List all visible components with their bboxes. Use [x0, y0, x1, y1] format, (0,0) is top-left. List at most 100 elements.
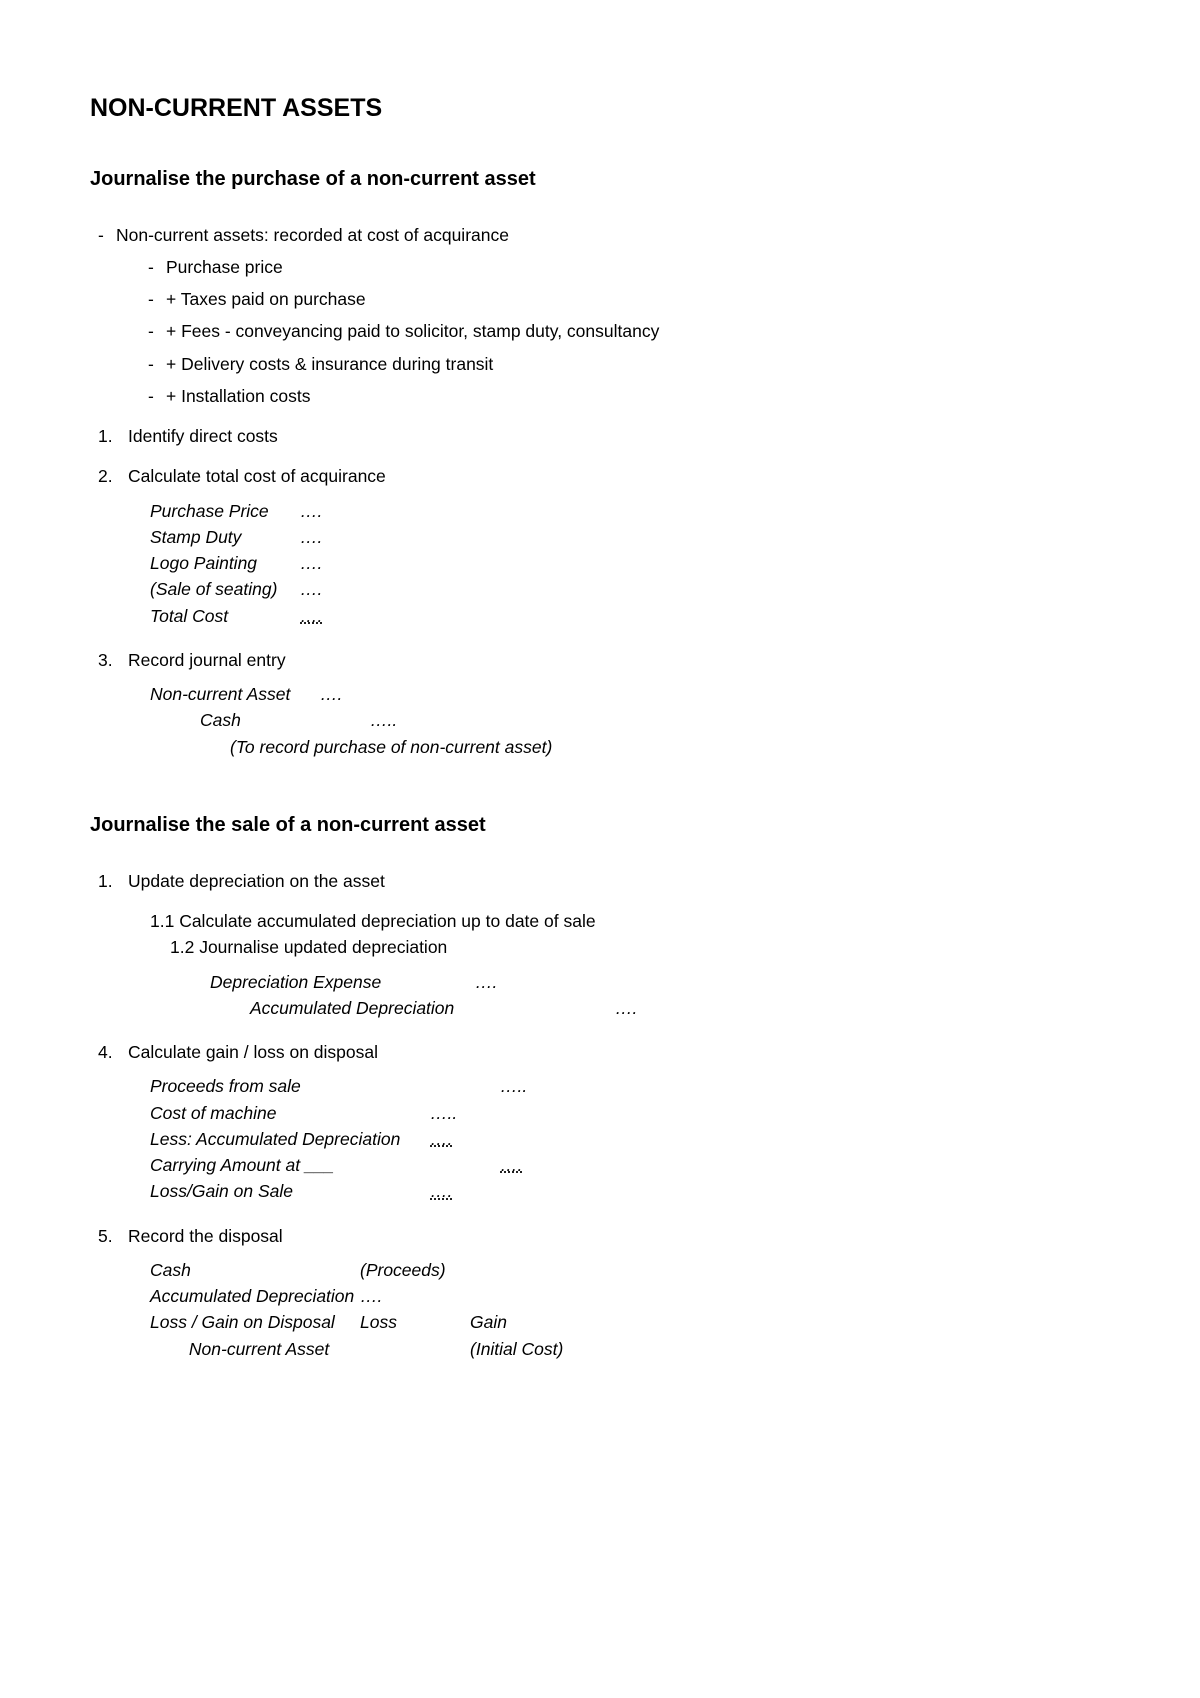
disp-col: (Proceeds)	[360, 1257, 470, 1283]
dep-amount: ….	[615, 995, 675, 1021]
list-text: Identify direct costs	[128, 423, 278, 449]
table-row: Logo Painting ….	[150, 550, 1110, 576]
cost-table: Purchase Price …. Stamp Duty …. Logo Pai…	[150, 498, 1110, 629]
list-item: 3. Record journal entry	[98, 647, 1110, 673]
cost-dots: ….	[300, 603, 350, 629]
calc-col	[500, 1100, 570, 1126]
cost-label: Purchase Price	[150, 498, 300, 524]
cost-label: Logo Painting	[150, 550, 300, 576]
cost-dots: ….	[300, 524, 350, 550]
calc-label: Less: Accumulated Depreciation	[150, 1126, 430, 1152]
section-purchase: Journalise the purchase of a non-current…	[90, 164, 1110, 760]
list-text: + Delivery costs & insurance during tran…	[166, 351, 493, 377]
list-item: - + Taxes paid on purchase	[148, 286, 1110, 312]
sub-step: 1.1 Calculate accumulated depreciation u…	[150, 908, 1110, 934]
list-text: + Fees - conveyancing paid to solicitor,…	[166, 318, 659, 344]
list-text: Calculate total cost of acquirance	[128, 463, 386, 489]
disp-account: Non-current Asset	[150, 1336, 360, 1362]
number-marker: 4.	[98, 1039, 128, 1065]
disp-col: Loss	[360, 1309, 470, 1335]
disp-col: (Initial Cost)	[470, 1336, 600, 1362]
bullet-marker: -	[148, 351, 166, 377]
calc-col: ….	[430, 1126, 500, 1152]
list-text: Record the disposal	[128, 1223, 283, 1249]
cost-label: Total Cost	[150, 603, 300, 629]
dep-amount	[515, 995, 615, 1021]
calc-col: …..	[430, 1100, 500, 1126]
table-row: Total Cost ….	[150, 603, 1110, 629]
number-marker: 1.	[98, 423, 128, 449]
table-row: Accumulated Depreciation ….	[250, 995, 1110, 1021]
number-marker: 1.	[98, 868, 128, 894]
number-marker: 5.	[98, 1223, 128, 1249]
number-marker: 2.	[98, 463, 128, 489]
cost-label: Stamp Duty	[150, 524, 300, 550]
list-text: Purchase price	[166, 254, 283, 280]
je-account: Non-current Asset	[150, 681, 320, 707]
dep-amount	[575, 969, 635, 995]
list-text: Non-current assets: recorded at cost of …	[116, 222, 509, 248]
table-row: Loss / Gain on Disposal Loss Gain	[150, 1309, 1110, 1335]
list-text: Calculate gain / loss on disposal	[128, 1039, 378, 1065]
list-item: 1. Update depreciation on the asset	[98, 868, 1110, 894]
gain-loss-calc: Proceeds from sale ….. Cost of machine ……	[150, 1073, 1110, 1204]
bullet-marker: -	[148, 286, 166, 312]
calc-label: Cost of machine	[150, 1100, 430, 1126]
number-marker: 3.	[98, 647, 128, 673]
disp-account: Accumulated Depreciation	[150, 1283, 360, 1309]
bullet-marker: -	[148, 383, 166, 409]
calc-col: ….	[430, 1178, 500, 1204]
calc-col	[430, 1073, 500, 1099]
journal-entry: Non-current Asset …. Cash ….. (To record…	[150, 681, 1110, 760]
calc-col	[500, 1178, 570, 1204]
bullet-marker: -	[98, 222, 116, 248]
list-item: 2. Calculate total cost of acquirance	[98, 463, 1110, 489]
list-item: - Non-current assets: recorded at cost o…	[98, 222, 1110, 248]
calc-col: …..	[500, 1073, 570, 1099]
list-item: - + Fees - conveyancing paid to solicito…	[148, 318, 1110, 344]
dep-account: Depreciation Expense	[210, 969, 475, 995]
calc-label: Proceeds from sale	[150, 1073, 430, 1099]
dep-amount: ….	[475, 969, 575, 995]
depreciation-entry: Depreciation Expense …. Accumulated Depr…	[210, 969, 1110, 1022]
dep-account: Accumulated Depreciation	[250, 995, 515, 1021]
je-amount: …..	[370, 707, 450, 733]
list-item: - + Delivery costs & insurance during tr…	[148, 351, 1110, 377]
list-item: 5. Record the disposal	[98, 1223, 1110, 1249]
calc-label: Carrying Amount at ___	[150, 1152, 430, 1178]
disp-account: Loss / Gain on Disposal	[150, 1309, 360, 1335]
table-row: Non-current Asset ….	[150, 681, 1110, 707]
table-row: Loss/Gain on Sale ….	[150, 1178, 1110, 1204]
cost-dots: ….	[300, 498, 350, 524]
list-item: 4. Calculate gain / loss on disposal	[98, 1039, 1110, 1065]
list-text: + Taxes paid on purchase	[166, 286, 366, 312]
calc-label: Loss/Gain on Sale	[150, 1178, 430, 1204]
bullet-marker: -	[148, 254, 166, 280]
section-heading: Journalise the purchase of a non-current…	[90, 164, 1110, 194]
list-item: - + Installation costs	[148, 383, 1110, 409]
disposal-entry: Cash (Proceeds) Accumulated Depreciation…	[150, 1257, 1110, 1362]
disp-col	[470, 1257, 600, 1283]
cost-label: (Sale of seating)	[150, 576, 300, 602]
table-row: Accumulated Depreciation ….	[150, 1283, 1110, 1309]
calc-col	[430, 1152, 500, 1178]
je-amount: ….	[320, 681, 400, 707]
calc-col: ….	[500, 1152, 570, 1178]
list-item: 1. Identify direct costs	[98, 423, 1110, 449]
disp-account: Cash	[150, 1257, 360, 1283]
table-row: Less: Accumulated Depreciation ….	[150, 1126, 1110, 1152]
table-row: Cost of machine …..	[150, 1100, 1110, 1126]
disp-col	[470, 1283, 600, 1309]
je-note: (To record purchase of non-current asset…	[230, 734, 1110, 760]
disp-col	[360, 1336, 470, 1362]
section-heading: Journalise the sale of a non-current ass…	[90, 810, 1110, 840]
list-text: Record journal entry	[128, 647, 286, 673]
table-row: Non-current Asset (Initial Cost)	[150, 1336, 1110, 1362]
table-row: Purchase Price ….	[150, 498, 1110, 524]
page-title: NON-CURRENT ASSETS	[90, 90, 1110, 128]
disp-col: ….	[360, 1283, 470, 1309]
table-row: Stamp Duty ….	[150, 524, 1110, 550]
table-row: Cash …..	[200, 707, 1110, 733]
cost-dots: ….	[300, 576, 350, 602]
table-row: Depreciation Expense ….	[210, 969, 1110, 995]
